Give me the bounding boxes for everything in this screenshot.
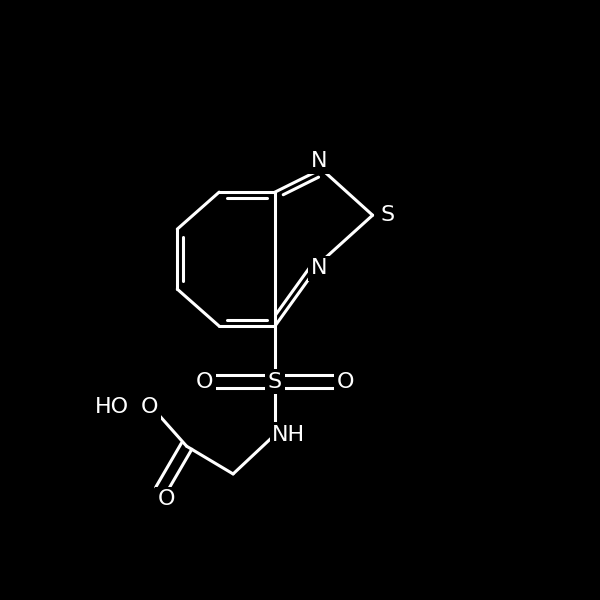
Text: O: O xyxy=(337,371,355,392)
Text: N: N xyxy=(311,259,328,278)
Text: N: N xyxy=(311,151,328,171)
Text: S: S xyxy=(380,205,395,225)
Text: S: S xyxy=(268,371,282,392)
Text: O: O xyxy=(158,490,175,509)
Text: O: O xyxy=(140,397,158,417)
Text: NH: NH xyxy=(272,425,305,445)
Text: HO: HO xyxy=(95,397,129,417)
Text: O: O xyxy=(196,371,213,392)
